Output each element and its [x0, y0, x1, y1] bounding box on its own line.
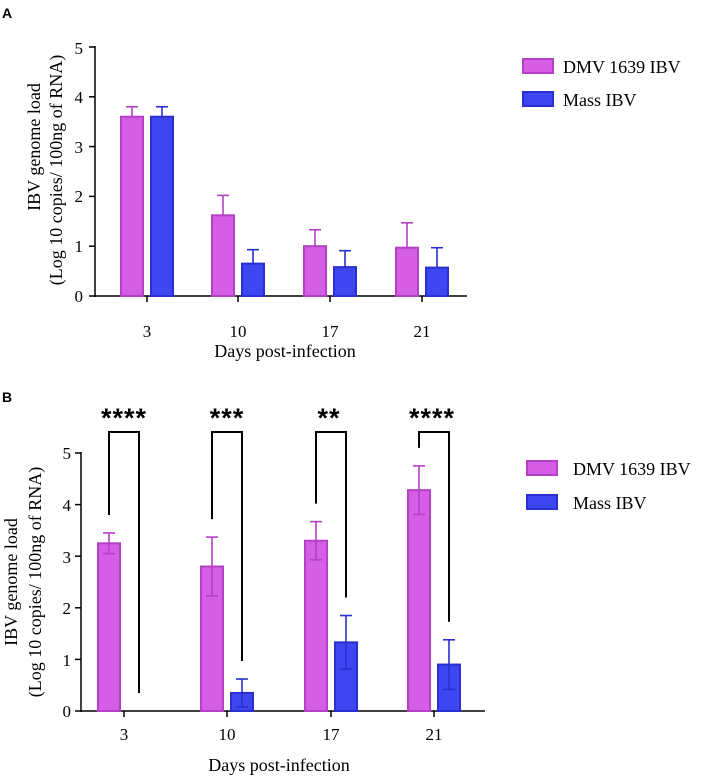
panel-b-ytick-4: 4 — [63, 496, 72, 515]
panel-b-sig-label-3: **** — [409, 403, 455, 433]
panel-b-xlabel: Days post-infection — [208, 755, 349, 775]
panel-b-legend-label-mass: Mass IBV — [573, 493, 647, 513]
panel-b: B IBV genome load (Log 10 copies/ 100ng … — [1, 389, 691, 775]
panel-a-xtick-3: 21 — [414, 322, 431, 341]
panel-b-xtick-2: 17 — [323, 725, 341, 744]
panel-b-legend-swatch-dmv — [526, 460, 558, 476]
panel-b-legend: DMV 1639 IBV Mass IBV — [526, 459, 691, 513]
panel-a-bar-mass-17 — [333, 266, 357, 297]
panel-a-x-tick-labels: 3 10 17 21 — [143, 322, 431, 341]
panel-a-legend-swatch-dmv — [522, 58, 554, 74]
panel-b-significance-labels: **** *** ** **** — [101, 403, 455, 693]
panel-a-legend-label-mass: Mass IBV — [563, 90, 637, 110]
panel-a: A IBV genome load (Log 10 copies/ 100ng … — [2, 5, 681, 361]
panel-a-ytick-1: 1 — [75, 237, 84, 256]
panel-a-bar-dmv-3 — [120, 115, 144, 297]
panel-a-ytick-2: 2 — [75, 187, 84, 206]
panel-a-xlabel: Days post-infection — [214, 341, 355, 361]
panel-a-ylabel-line1: IBV genome load — [24, 83, 44, 211]
panel-b-legend-label-dmv: DMV 1639 IBV — [573, 459, 691, 479]
panel-b-xtick-1: 10 — [219, 725, 236, 744]
panel-a-legend-label-dmv: DMV 1639 IBV — [563, 57, 681, 77]
panel-b-xtick-0: 3 — [120, 725, 129, 744]
panel-b-sig-bracket-3 — [108, 431, 140, 693]
panel-b-sig-bracket-21 — [418, 431, 450, 622]
panel-b-ytick-3: 3 — [63, 548, 72, 567]
panel-b-xtick-3: 21 — [426, 725, 443, 744]
panel-b-ytick-5: 5 — [63, 444, 72, 463]
panel-b-x-tick-labels: 3 10 17 21 — [120, 725, 443, 744]
panel-a-bar-dmv-10 — [211, 214, 235, 298]
panel-a-ytick-3: 3 — [75, 138, 84, 157]
panel-b-sig-bracket-17 — [315, 431, 347, 598]
panel-b-bar-dmv-21 — [407, 489, 431, 713]
panel-a-legend-swatch-mass — [522, 91, 554, 107]
panel-b-ytick-0: 0 — [63, 702, 72, 721]
panel-b-sig-bracket-10 — [211, 431, 243, 662]
panel-b-bar-dmv-17 — [304, 539, 328, 712]
panel-a-xtick-1: 10 — [230, 322, 247, 341]
panel-b-sig-label-1: *** — [210, 403, 245, 433]
panel-a-ytick-4: 4 — [75, 88, 84, 107]
panel-b-sig-label-2: ** — [317, 403, 340, 433]
panel-a-bar-mass-10 — [241, 262, 265, 298]
panel-a-letter: A — [2, 5, 12, 21]
panel-b-ylabel-line2: (Log 10 copies/ 100ng of RNA) — [25, 467, 46, 697]
panel-a-bar-mass-21 — [425, 266, 449, 298]
panel-b-legend-swatch-mass — [526, 494, 558, 510]
panel-a-legend: DMV 1639 IBV Mass IBV — [522, 57, 681, 110]
panel-b-plot — [75, 452, 485, 717]
panel-b-ytick-2: 2 — [63, 599, 72, 618]
panel-b-letter: B — [2, 389, 12, 405]
panel-a-y-tick-labels: 0 1 2 3 4 5 — [75, 39, 84, 306]
panel-b-y-tick-labels: 0 1 2 3 4 5 — [63, 444, 72, 721]
panel-a-bar-mass-3 — [150, 115, 174, 297]
panel-b-bar-dmv-3 — [97, 542, 121, 712]
panel-a-bar-dmv-17 — [303, 245, 327, 297]
panel-b-ytick-1: 1 — [63, 651, 72, 670]
panel-b-ylabel-line1: IBV genome load — [1, 518, 21, 646]
panel-b-sig-label-0: **** — [101, 403, 147, 433]
panel-a-plot — [89, 46, 467, 302]
panel-a-bar-dmv-21 — [395, 246, 419, 297]
panel-a-ytick-5: 5 — [75, 39, 84, 58]
panel-a-xtick-2: 17 — [322, 322, 340, 341]
panel-a-xtick-0: 3 — [143, 322, 152, 341]
panel-a-ytick-0: 0 — [75, 287, 84, 306]
panel-a-ylabel-line2: (Log 10 copies/ 100ng of RNA) — [46, 55, 67, 285]
